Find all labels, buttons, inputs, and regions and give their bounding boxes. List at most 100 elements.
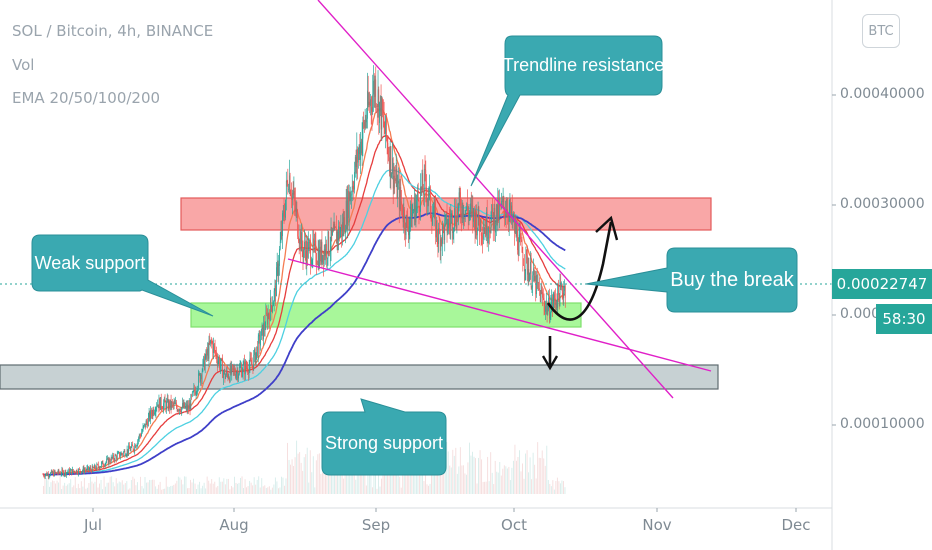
candle [235,371,237,381]
candle [456,199,458,234]
volume-bar [44,478,46,494]
volume-bar [394,469,396,494]
candle-body [129,448,131,451]
candle [88,466,89,473]
candle-body [66,472,68,473]
candle-body [209,341,211,344]
candle-body [223,372,224,378]
candle [91,463,93,473]
candle-body [473,208,475,217]
candle-body [436,220,437,238]
candles [42,65,566,480]
candle-body [301,232,302,252]
volume-bar [199,481,201,494]
candle [66,469,68,474]
currency-button[interactable]: BTC [862,14,900,48]
candle [95,466,97,471]
candle-body [207,348,209,359]
candle-body [472,205,474,222]
candle-body [357,154,359,163]
volume-bar [499,461,501,494]
candle [282,205,284,221]
candle-body [389,157,390,173]
candle-body [125,455,126,457]
volume-bar [490,452,492,494]
candle-body [368,101,370,105]
candle-body [359,145,361,160]
candle-body [563,291,565,299]
candle-body [502,200,503,203]
candle-body [444,220,446,241]
candle-body [277,263,279,276]
volume-bar [288,459,290,494]
candle-body [387,143,389,156]
candle [363,111,364,129]
volume-bar [112,482,114,494]
candle-body [216,359,218,365]
strong-support-zone[interactable] [0,364,719,390]
trendline-resistance[interactable] [317,0,674,399]
candle-body [406,215,408,220]
volume-legend[interactable]: Vol [12,56,35,74]
candle-body [535,275,537,295]
candle-body [144,423,145,426]
volume-bar [243,487,244,494]
candle [149,410,151,422]
candle-body [504,207,505,218]
candle [313,230,314,253]
candle-body [534,275,536,281]
candle-body [344,217,346,232]
callout-trendline-resistance[interactable] [470,35,663,187]
callout-buy-the-break[interactable] [585,247,798,313]
candle-body [271,305,273,312]
candle-body [433,206,435,216]
candle [559,273,561,307]
symbol-legend[interactable]: SOL / Bitcoin, 4h, BINANCE [12,22,214,40]
candle-body [455,223,457,228]
candle [417,182,419,202]
candle [163,399,164,414]
candle [269,309,270,329]
weak-support-zone[interactable] [190,302,582,328]
candle [342,213,343,246]
volume-bar [552,480,554,494]
candle-body [533,268,534,276]
volume-bar [391,466,393,494]
weak-support-label: Weak support [34,252,146,273]
volume-bar [476,483,478,494]
volume-bar [82,486,84,494]
candle-body [388,155,389,158]
volume-bar [123,484,125,494]
candle [297,209,299,240]
candle [93,466,95,469]
candle [478,205,480,226]
candle-body [470,203,471,212]
candle-body [411,203,412,227]
candle-body [304,241,305,250]
candle [307,236,308,266]
candle-body [95,468,97,470]
candle-body [148,412,150,417]
volume-bar [384,472,385,494]
candle-body [132,444,133,447]
candle [452,226,454,240]
candle-body [248,372,249,375]
candle [461,198,462,232]
candle [109,457,111,463]
ema-legend[interactable]: EMA 20/50/100/200 [12,89,161,107]
candle-body [226,370,227,376]
trendline-support[interactable] [287,258,712,372]
candle [389,146,390,177]
candle [536,271,537,298]
candle-body [164,398,166,403]
candle [139,433,141,440]
callout-weak-support[interactable] [31,234,214,317]
callout-strong-support[interactable] [321,398,447,476]
candle [431,214,433,235]
candle [368,92,370,108]
candle [176,404,178,413]
candle [344,210,346,233]
volume-bar [443,456,445,494]
candle-body [286,180,288,183]
